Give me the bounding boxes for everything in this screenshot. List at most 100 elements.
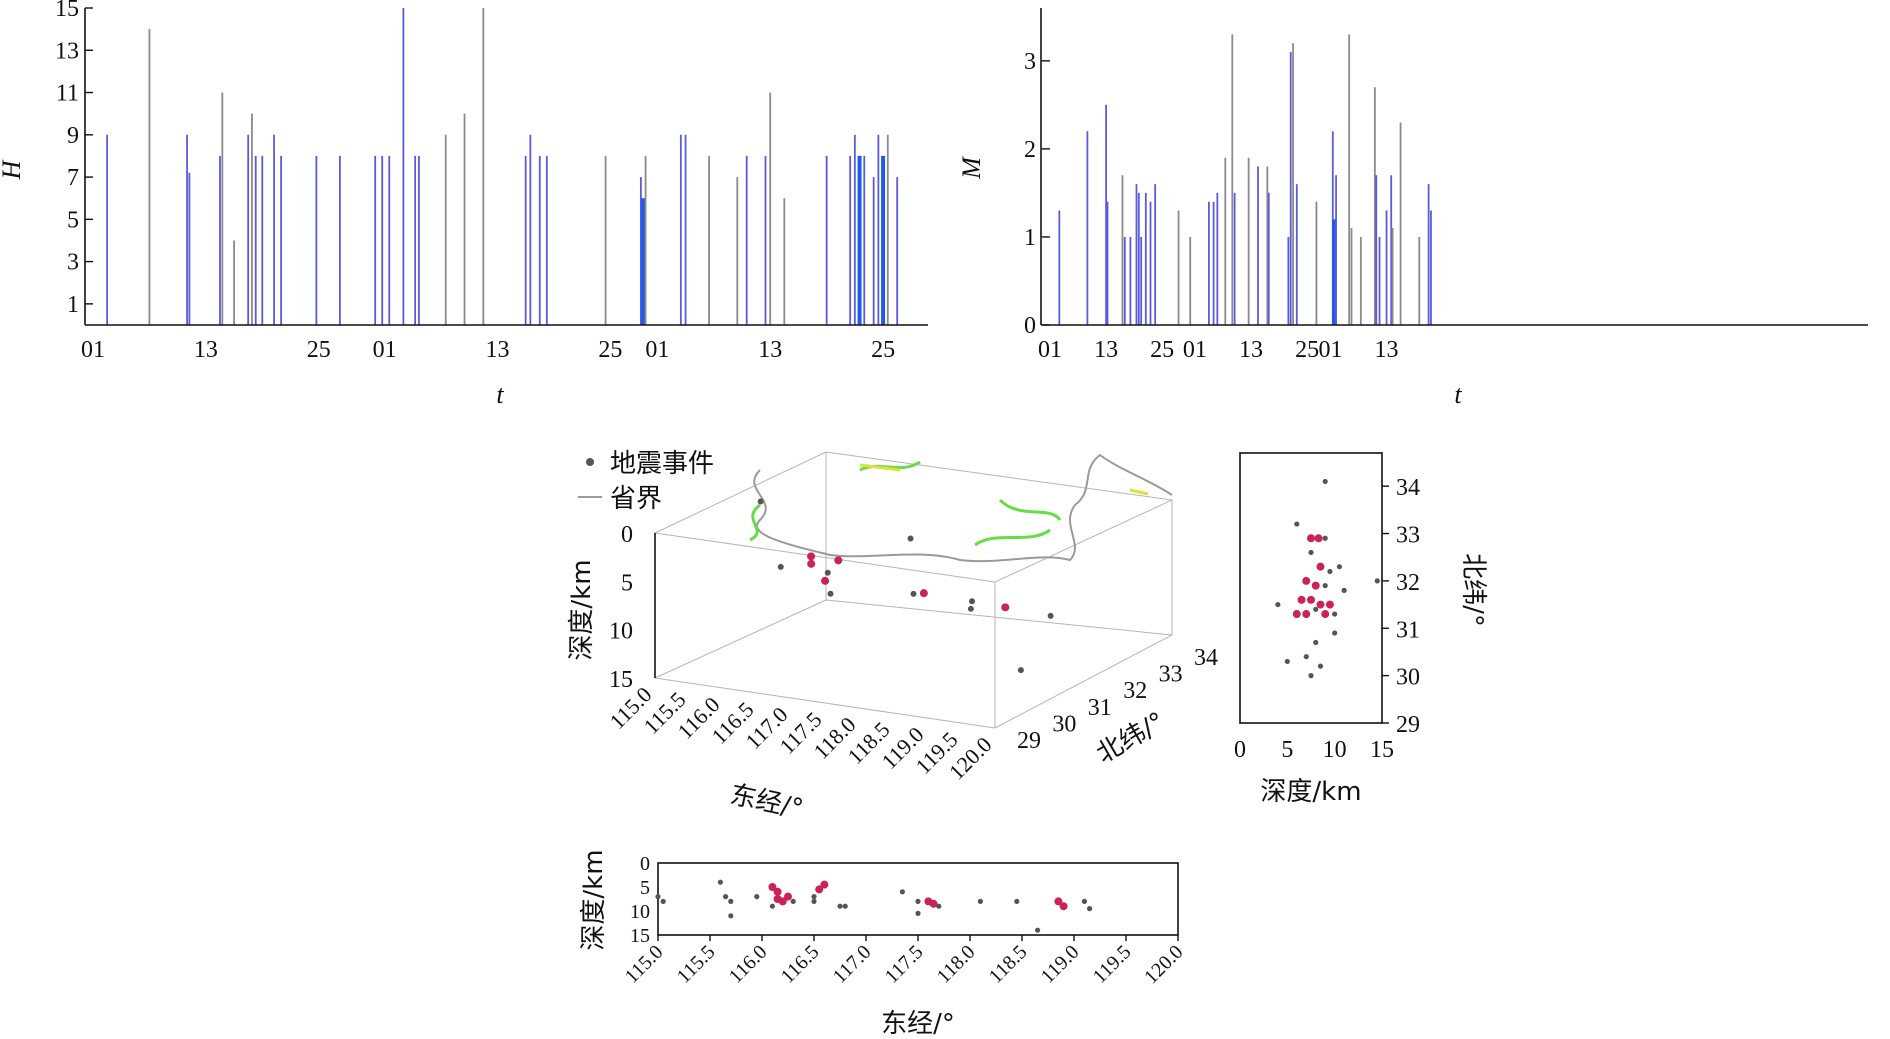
lon-depth-xtick-2: 116.0 — [725, 941, 772, 988]
event-point-3d-10 — [919, 589, 928, 598]
h-x-axis-label: t — [496, 380, 504, 409]
lon-depth-point-31 — [1081, 898, 1087, 905]
h-ytick-label-2: 5 — [67, 207, 79, 233]
lon-depth-x-label: 东经/° — [881, 1009, 955, 1039]
lon-depth-xtick-10: 120.0 — [1140, 941, 1187, 988]
lat-tick-0: 29 — [1017, 728, 1041, 754]
lon-depth-point-4 — [728, 898, 734, 905]
lon-depth-xtick-3: 116.5 — [777, 941, 824, 988]
event-point-3d-15 — [1017, 667, 1024, 674]
lat-depth-point-26 — [1284, 658, 1290, 665]
lon-depth-point-11 — [769, 903, 776, 909]
lat-depth-point-28 — [1317, 663, 1324, 669]
box-frame — [653, 451, 1174, 729]
lat-tick-3: 32 — [1123, 678, 1147, 704]
lon-depth-point-27 — [1014, 898, 1020, 905]
lat-depth-point-19 — [1292, 610, 1301, 619]
h-xtick-label-2: 25 — [307, 337, 331, 363]
legend-event-marker — [586, 458, 594, 466]
lat-depth-xtick-0: 0 — [1234, 737, 1246, 763]
lon-depth-point-5 — [728, 913, 734, 919]
h-xtick-label-3: 01 — [373, 337, 397, 363]
h-ytick-label-5: 11 — [56, 81, 79, 107]
lon-depth-xtick-1: 115.5 — [673, 941, 720, 988]
lon-depth-y-label: 深度/km — [579, 849, 609, 950]
h-xtick-label-0: 01 — [81, 337, 105, 363]
depth-tick-3: 15 — [609, 667, 633, 693]
event-point-3d-0 — [757, 498, 764, 505]
lon-depth-point-0 — [655, 894, 661, 900]
lat-depth-point-21 — [1313, 606, 1319, 612]
m-xtick-label-0: 01 — [1038, 337, 1062, 363]
event-point-3d-2 — [807, 559, 816, 568]
lon-depth-point-13 — [790, 898, 796, 905]
lat-depth-point-4 — [1322, 535, 1328, 541]
lon-depth-point-32 — [1087, 906, 1093, 912]
h-ytick-label-3: 7 — [67, 165, 79, 191]
lat-depth-ytick-3: 32 — [1396, 570, 1420, 596]
lat-depth-point-23 — [1332, 611, 1338, 617]
lat-depth-point-17 — [1325, 600, 1334, 609]
event-point-3d-9 — [910, 590, 917, 597]
lon-depth-xtick-7: 118.5 — [985, 941, 1032, 988]
m-xtick-label-5: 25 — [1295, 337, 1319, 363]
lon-depth-point-14 — [811, 894, 817, 900]
event-point-3d-6 — [834, 556, 843, 565]
event-point-3d-1 — [777, 563, 784, 570]
lon-depth-point-25 — [915, 910, 921, 917]
lon-depth-x-ticks: 115.0 115.5 116.0 116.5 117.0 117.5 118.0 118.5… — [621, 935, 1188, 988]
lat-ticks: 29 30 31 32 33 34 — [1017, 645, 1218, 754]
lon-depth-point-10 — [778, 897, 787, 906]
event-points-3d — [757, 498, 1054, 674]
lat-depth-ytick-0: 29 — [1396, 712, 1420, 738]
lat-depth-y-ticks: 29 30 31 32 33 34 — [1382, 475, 1420, 738]
lat-depth-ytick-4: 33 — [1396, 523, 1420, 549]
lat-depth-xtick-1: 5 — [1281, 737, 1293, 763]
h-bar-series — [106, 8, 899, 325]
lat-depth-point-15 — [1307, 595, 1315, 604]
legend: 地震事件 省界 — [578, 449, 714, 514]
lon-ticks: 115.0115.5116.0116.5117.0117.5118.0118.5… — [604, 682, 996, 785]
lat-depth-point-18 — [1275, 601, 1281, 608]
lat-depth-point-6 — [1316, 562, 1325, 571]
lon-depth-point-21 — [915, 898, 921, 905]
m-y-ticks: 0 1 2 3 — [1024, 49, 1050, 339]
h-xtick-label-6: 01 — [645, 337, 669, 363]
lat-depth-point-3 — [1314, 534, 1323, 543]
lat-depth-x-ticks: 0 5 10 15 — [1234, 737, 1394, 763]
h-xtick-label-5: 25 — [598, 337, 622, 363]
lon-depth-point-19 — [842, 903, 848, 909]
lon-depth-point-30 — [1059, 902, 1068, 911]
lat-depth-xtick-3: 15 — [1370, 737, 1394, 763]
lat-depth-point-14 — [1297, 595, 1306, 604]
lon-depth-point-20 — [899, 889, 906, 895]
lon-depth-point-16 — [820, 880, 829, 889]
legend-border-label: 省界 — [610, 484, 662, 514]
lat-depth-chart: 0 5 10 15 29 30 31 32 33 34 深度/km 北纬/° — [1234, 452, 1488, 807]
lon-depth-ytick-0: 0 — [640, 853, 650, 875]
lon-depth-point-24 — [936, 903, 942, 909]
lat-depth-points — [1275, 478, 1380, 679]
lon-depth-point-3 — [723, 894, 729, 900]
h-y-axis-label: H — [0, 159, 26, 180]
lat-depth-point-8 — [1336, 564, 1342, 570]
lon-depth-point-2 — [717, 879, 724, 885]
lat-depth-point-27 — [1303, 654, 1309, 660]
lat-depth-frame — [1239, 452, 1383, 724]
lon-depth-point-1 — [660, 898, 666, 905]
lon-depth-point-8 — [773, 887, 782, 896]
m-ytick-label-3: 3 — [1024, 49, 1036, 75]
scatter-3d-chart: 地震事件 省界 0 5 10 15 115.0115.5116.0116.5117.0… — [567, 449, 1218, 825]
lat-depth-y-label: 北纬/° — [1458, 553, 1488, 627]
lon-depth-point-29 — [1054, 897, 1063, 906]
lon-depth-point-26 — [977, 898, 984, 905]
lat-depth-point-5 — [1308, 549, 1314, 556]
lat-depth-point-22 — [1321, 610, 1330, 619]
lat-depth-point-0 — [1322, 478, 1328, 485]
m-xtick-label-7: 13 — [1375, 337, 1399, 363]
lon-depth-point-15 — [815, 885, 824, 894]
lon-depth-point-28 — [1035, 927, 1041, 933]
lat-tick-1: 30 — [1052, 711, 1076, 737]
